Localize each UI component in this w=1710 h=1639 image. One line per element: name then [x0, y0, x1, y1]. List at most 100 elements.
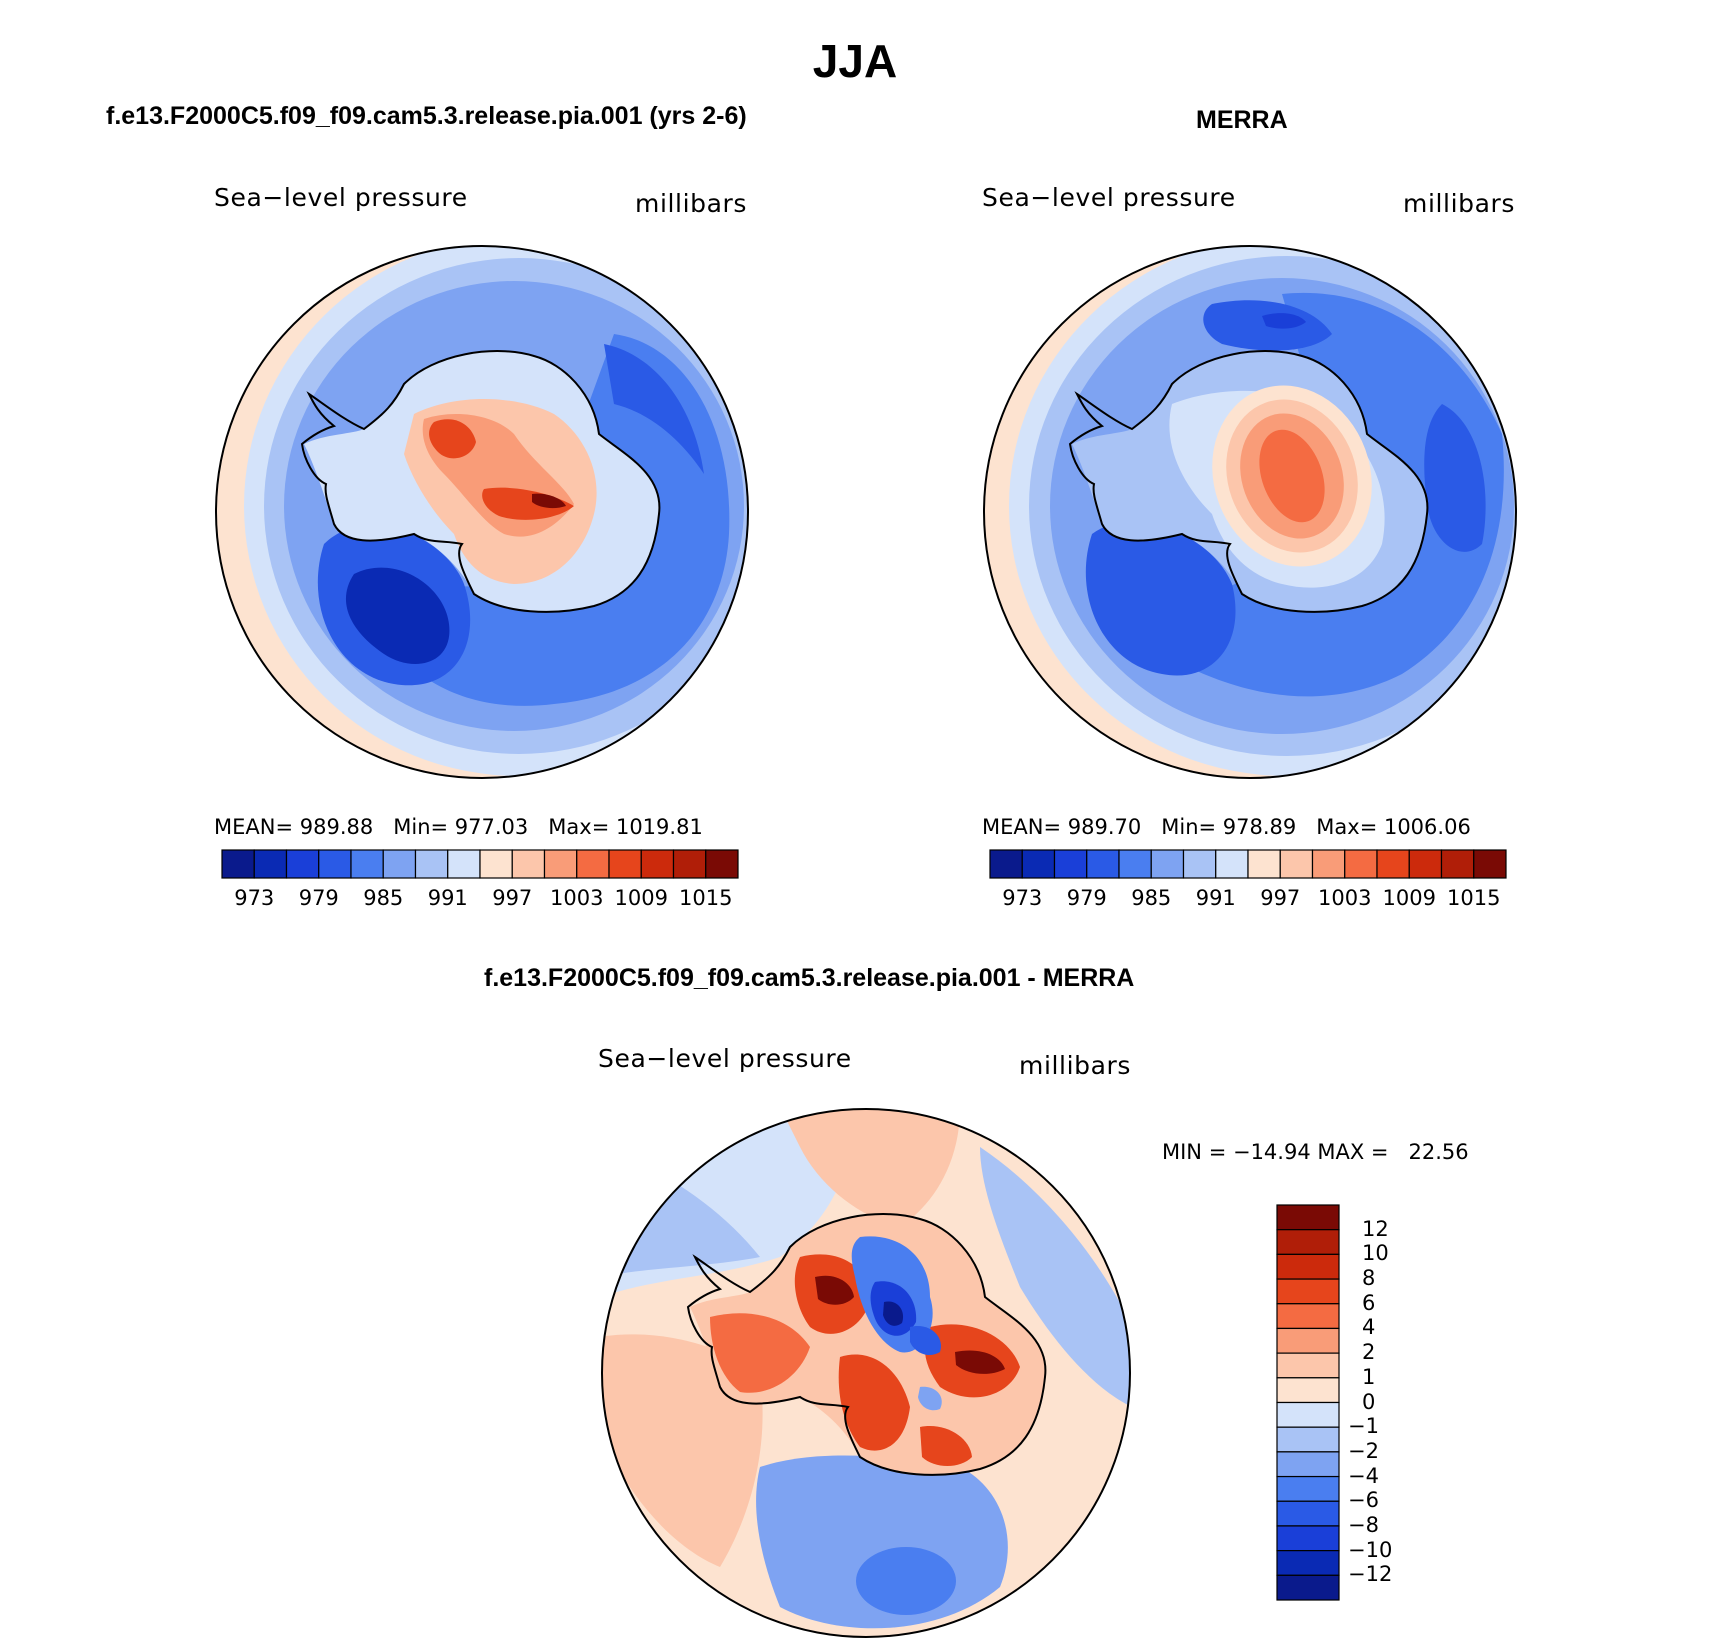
panel3-polar-map	[601, 1108, 1131, 1638]
panel2-colorbar-label: 1015	[1447, 886, 1501, 910]
panel2-colorbar-label: 997	[1260, 886, 1301, 910]
panel3-colorbar-label: 0	[1362, 1389, 1376, 1414]
panel2-colorbar-swatch	[1279, 849, 1314, 879]
panel3-region	[780, 1109, 960, 1227]
panel1-colorbar-swatch	[479, 849, 513, 879]
panel2-colorbar-swatch	[1408, 849, 1443, 879]
panel2-polar-map	[983, 245, 1517, 779]
panel1-colorbar-swatch	[576, 849, 610, 879]
panel3-colorbar-swatch	[1276, 1253, 1340, 1280]
panel1-coastline	[300, 350, 661, 613]
panel2-units-label: millibars	[1403, 189, 1516, 218]
panel2-colorbar-swatch	[1086, 849, 1120, 879]
panel2-stats: MEAN= 989.70 Min= 978.89 Max= 1006.06	[982, 815, 1471, 839]
panel3-colorbar-label: 8	[1362, 1266, 1376, 1291]
panel1-high-core	[482, 487, 574, 520]
panel3-positive	[920, 1426, 972, 1466]
panel1-colorbar-swatch	[253, 849, 288, 879]
panel1-colorbar-label: 991	[427, 886, 468, 910]
panel2-colorbar-swatch	[1118, 849, 1152, 879]
panel1-colorbar-swatch	[608, 849, 642, 879]
panel1-colorbar-swatch	[447, 849, 481, 879]
panel3-negative	[910, 1326, 941, 1356]
panel3-colorbar-swatch	[1276, 1303, 1340, 1330]
panel2-colorbar-swatch	[1021, 849, 1056, 879]
panel3-positive	[815, 1275, 854, 1305]
panel2-high-core	[1259, 429, 1325, 523]
panel2-colorbar-label: 991	[1195, 886, 1236, 910]
panel3-colorbar-swatch	[1276, 1574, 1340, 1601]
panel2-colorbar-label: 1009	[1382, 886, 1436, 910]
panel2-coastline	[1068, 350, 1429, 613]
panel2-heading: MERRA	[1196, 106, 1288, 134]
panel1-colorbar-swatch	[221, 849, 255, 879]
panel1-colorbar-swatch	[350, 849, 384, 879]
panel2-colorbar-swatch	[1150, 849, 1185, 879]
panel3-colorbar-label: 1	[1362, 1364, 1376, 1389]
panel3-region	[602, 1334, 763, 1567]
panel2-colorbar-swatch	[1376, 849, 1410, 879]
panel2-low-core	[1262, 313, 1306, 329]
panel1-colorbar-swatch	[511, 849, 546, 879]
panel3-antarctica	[690, 1214, 1046, 1475]
panel1-colorbar-label: 1015	[679, 886, 733, 910]
panel2-colorbar-swatch	[1473, 849, 1507, 879]
panel3-colorbar-swatch	[1276, 1352, 1340, 1379]
panel1-colorbar-swatch	[318, 849, 352, 879]
panel1-units-label: millibars	[635, 189, 748, 218]
panel3-stats: MIN = −14.94 MAX = 22.56	[1162, 1140, 1469, 1164]
panel1-colorbar-label: 1009	[614, 886, 668, 910]
panel3-colorbar-ticks: 12 10 8 6 4 2 1 0 −1 −2 −4 −6 −8 −10 −12	[1348, 1205, 1408, 1600]
panel3-colorbar-label: −2	[1348, 1438, 1379, 1463]
panel3-colorbar-label: −8	[1348, 1512, 1379, 1537]
panel3-variable-label: Sea−level pressure	[598, 1044, 852, 1073]
panel2-colorbar-swatch	[1182, 849, 1217, 879]
panel3-colorbar-label: −4	[1348, 1463, 1379, 1488]
panel2-colorbar-swatch	[1247, 849, 1281, 879]
panel3-region	[980, 1147, 1130, 1407]
figure-title: JJA	[812, 35, 898, 87]
panel1-colorbar-label: 997	[492, 886, 533, 910]
panel3-colorbar-label: −6	[1348, 1488, 1379, 1513]
panel3-positive	[838, 1354, 910, 1451]
panel1-colorbar-swatch	[705, 849, 739, 879]
panel3-colorbar-swatch	[1276, 1327, 1340, 1354]
panel1-colorbar-swatch	[640, 849, 675, 879]
panel1-colorbar-swatch	[672, 849, 707, 879]
panel1-polar-map	[215, 245, 749, 779]
panel1-colorbar-swatch	[414, 849, 449, 879]
panel3-colorbar	[1276, 1204, 1340, 1601]
panel3-colorbar-label: 6	[1362, 1290, 1376, 1315]
panel3-colorbar-label: 10	[1362, 1241, 1389, 1266]
panel3-low-core	[856, 1547, 956, 1615]
panel1-colorbar-label: 1003	[550, 886, 604, 910]
panel3-colorbar-swatch	[1276, 1500, 1340, 1527]
panel1-low-core	[345, 567, 450, 664]
panel3-colorbar-swatch	[1276, 1475, 1340, 1502]
panel2-low-region	[1085, 522, 1236, 676]
panel3-positive	[710, 1313, 810, 1393]
panel1-colorbar-label: 979	[298, 886, 339, 910]
panel3-negative	[918, 1386, 942, 1411]
panel2-colorbar-label: 1003	[1318, 886, 1372, 910]
panel1-colorbar-label: 973	[234, 886, 275, 910]
panel2-colorbar-swatch	[1215, 849, 1249, 879]
panel1-high-core	[429, 419, 476, 459]
panel2-colorbar-ticks: 973 979 985 991 997 1003 1009 1015	[990, 886, 1506, 912]
panel3-coastline	[686, 1213, 1047, 1476]
panel3-colorbar-label: −1	[1348, 1414, 1379, 1439]
panel1-colorbar	[221, 849, 739, 879]
panel1-colorbar-swatch	[285, 849, 320, 879]
panel3-colorbar-swatch	[1276, 1229, 1340, 1255]
panel3-colorbar-swatch	[1276, 1426, 1340, 1453]
panel3-colorbar-label: 2	[1362, 1340, 1376, 1365]
panel3-colorbar-swatch	[1276, 1550, 1340, 1576]
panel1-colorbar-swatch	[543, 849, 578, 879]
panel1-variable-label: Sea−level pressure	[214, 183, 468, 212]
panel3-colorbar-label: −10	[1348, 1537, 1393, 1562]
panel1-high-core	[532, 493, 566, 509]
panel3-positive	[955, 1350, 1005, 1374]
panel3-colorbar-swatch	[1276, 1401, 1340, 1428]
panel3-colorbar-label: 12	[1362, 1216, 1389, 1241]
panel3-colorbar-swatch	[1276, 1451, 1340, 1478]
